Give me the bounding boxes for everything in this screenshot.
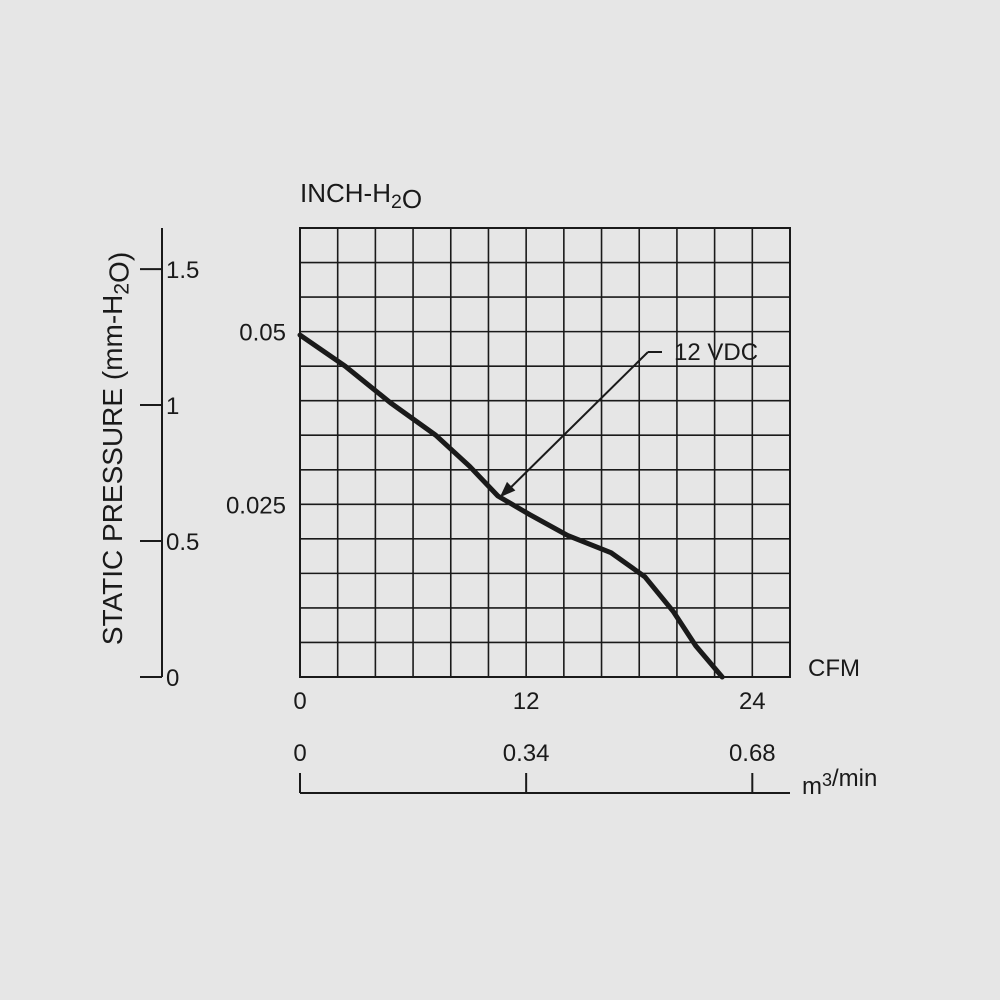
cfm-tick-label: 24 [739, 688, 766, 715]
inch-h2o-tick-label: 0.05 [239, 320, 286, 347]
top-axis-label: INCH-H2O [300, 178, 422, 214]
left-axis-label-text: STATIC PRESSURE (mm-H2O) [97, 252, 134, 645]
left-axis-tick-label: 0.5 [166, 529, 199, 556]
series-layer [297, 332, 725, 680]
cfm-tick-label: 0 [293, 688, 306, 715]
inch-h2o-tick-label: 0.025 [226, 492, 286, 519]
annotation-layer: 12 VDC [499, 339, 758, 498]
m3-axis-tick-label: 0 [293, 740, 306, 767]
left-axis-tick-label: 1.5 [166, 257, 199, 284]
cfm-unit-label: CFM [808, 655, 860, 682]
plot-frame [299, 227, 791, 678]
m3-axis-tick-label: 0.68 [729, 740, 776, 767]
cfm-tick-label: 12 [513, 688, 540, 715]
cfm-tick-labels: 0 12 24 CFM [293, 655, 860, 715]
m3-axis-tick-label: 0.34 [503, 740, 550, 767]
left-axis-label: STATIC PRESSURE (mm-H2O) [97, 252, 134, 645]
left-axis-mm-h2o: 0 0.5 1 1.5 [140, 228, 199, 692]
annotation-arrowhead [499, 481, 516, 498]
series-line-12vdc [297, 332, 725, 680]
annotation-label: 12 VDC [674, 339, 758, 366]
annotation-arrow-line [505, 351, 649, 494]
m3-per-min-axis: 0 0.34 0.68 m3/min [293, 740, 877, 800]
left-axis-tick-label: 0 [166, 665, 179, 692]
inch-h2o-tick-labels: 0.025 0.05 [226, 320, 286, 520]
top-axis-label-text: INCH-H2O [300, 178, 422, 214]
left-axis-tick-label: 1 [166, 393, 179, 420]
m3-unit-label: m3/min [802, 765, 877, 800]
plot-grid [299, 227, 791, 678]
